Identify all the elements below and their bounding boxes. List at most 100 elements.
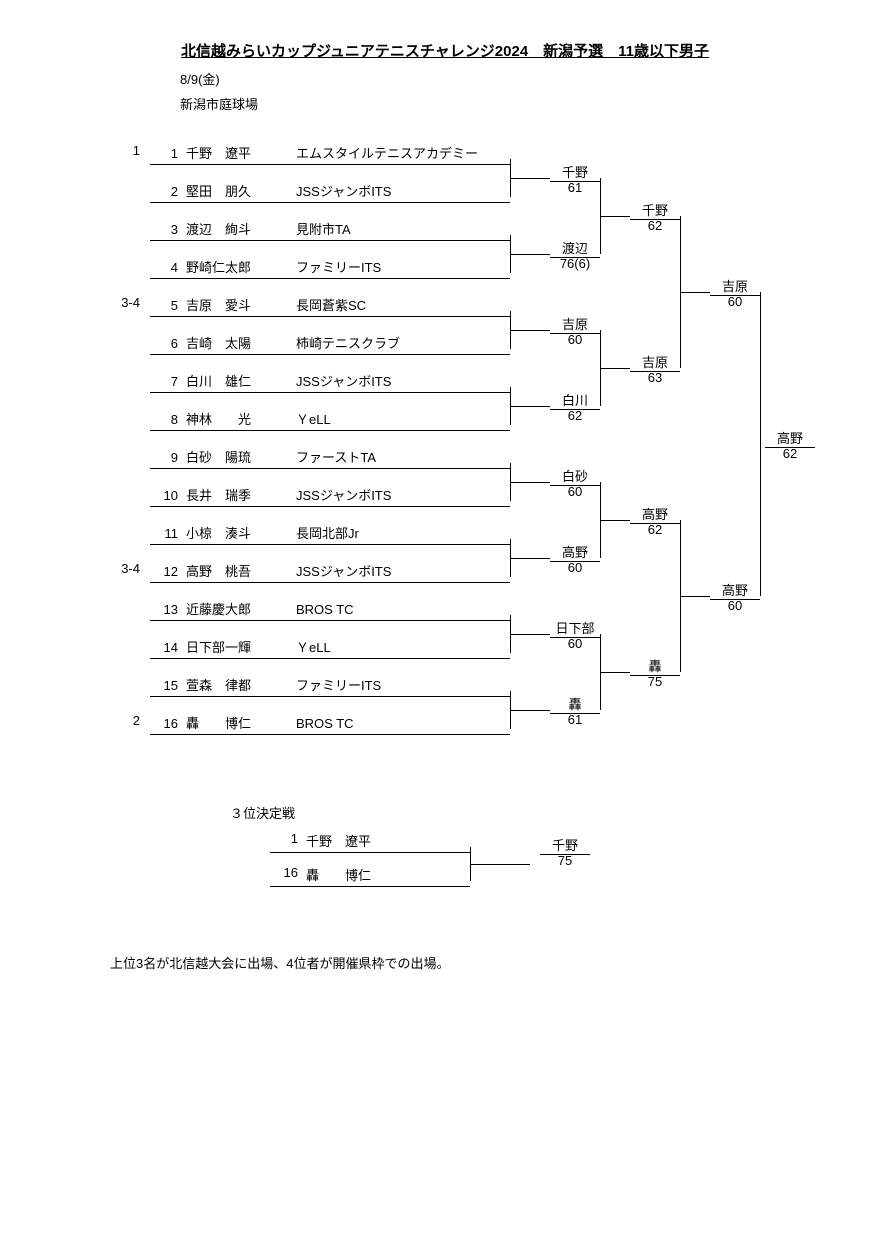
seed-label: 3-4 [100,561,140,576]
player-club: ファミリーITS [296,675,510,694]
player-club: ファーストTA [296,447,510,466]
player-club: 柿崎テニスクラブ [296,333,510,352]
player-number: 15 [150,678,178,693]
player-number: 16 [270,865,298,884]
third-place-title: ３位決定戦 [230,803,860,822]
table-row: 14 日下部一輝ＹeLL [150,637,510,659]
table-row: 10長井 瑞季JSSジャンボITS [150,485,510,507]
match-score: 63 [630,370,680,385]
match-score: 60 [710,294,760,309]
table-row: 1 千野 遼平 [270,831,470,853]
match-winner: 白砂 [550,466,600,486]
match-winner: 千野 [550,162,600,182]
table-row: 5 吉原 愛斗長岡蒼紫SC [150,295,510,317]
table-row: 3 渡辺 絢斗見附市TA [150,219,510,241]
match-score: 61 [550,180,600,195]
match-winner: 吉原 [710,276,760,296]
page-title: 北信越みらいカップジュニアテニスチャレンジ2024 新潟予選 11歳以下男子 [30,40,860,61]
match-score: 60 [550,636,600,651]
match-winner: 白川 [550,390,600,410]
player-name: 神林 光 [186,409,296,428]
table-row: 4野崎仁太郎ファミリーITS [150,257,510,279]
table-row: 15 萱森 律都ファミリーITS [150,675,510,697]
match-score: 60 [550,560,600,575]
player-number: 3 [150,222,178,237]
player-name: 小椋 湊斗 [186,523,296,542]
player-name: 千野 遼平 [306,831,416,850]
match-winner: 吉原 [630,352,680,372]
bracket: 11千野 遼平エムスタイルテニスアカデミー2堅田 朋久JSSジャンボITS3渡辺… [30,133,860,773]
player-number: 13 [150,602,178,617]
player-club: JSSジャンボITS [296,485,510,504]
player-club: BROS TC [296,716,510,731]
player-number: 6 [150,336,178,351]
match-score: 60 [550,332,600,347]
player-number: 10 [150,488,178,503]
player-name: 白砂 陽琉 [186,447,296,466]
player-number: 1 [150,146,178,161]
player-name: 吉原 愛斗 [186,295,296,314]
player-club: BROS TC [296,602,510,617]
match-winner: 高野 [630,504,680,524]
table-row: 8 神林 光ＹeLL [150,409,510,431]
player-number: 5 [150,298,178,313]
match-score: 62 [550,408,600,423]
player-name: 近藤慶大郎 [186,599,296,618]
player-name: 萱森 律都 [186,675,296,694]
match-winner: 吉原 [550,314,600,334]
table-row: 7白川 雄仁JSSジャンボITS [150,371,510,393]
third-place-bracket: ３位決定戦 1 千野 遼平 16 轟 博仁 千野 75 [230,803,860,923]
player-name: 轟 博仁 [186,713,296,732]
player-club: 長岡蒼紫SC [296,295,510,314]
player-club: JSSジャンボITS [296,181,510,200]
seed-label: 1 [100,143,140,158]
player-name: 堅田 朋久 [186,181,296,200]
player-name: 白川 雄仁 [186,371,296,390]
table-row: 9白砂 陽琉ファーストTA [150,447,510,469]
player-number: 16 [150,716,178,731]
seed-label: 2 [100,713,140,728]
match-score: 60 [550,484,600,499]
player-club: 見附市TA [296,219,510,238]
table-row: 11小椋 湊斗長岡北部Jr [150,523,510,545]
player-number: 7 [150,374,178,389]
table-row: 13 近藤慶大郎BROS TC [150,599,510,621]
match-score: 61 [550,712,600,727]
player-name: 日下部一輝 [186,637,296,656]
match-score: 60 [710,598,760,613]
match-winner: 轟 [550,694,600,714]
table-row: 16 轟 博仁 [270,865,470,887]
player-number: 14 [150,640,178,655]
player-number: 12 [150,564,178,579]
player-number: 8 [150,412,178,427]
seed-label: 3-4 [100,295,140,310]
player-club: JSSジャンボITS [296,561,510,580]
match-winner: 千野 [540,835,590,855]
match-winner: 千野 [630,200,680,220]
match-score: 62 [765,446,815,461]
player-name: 千野 遼平 [186,143,296,162]
match-score: 62 [630,522,680,537]
player-club: ＹeLL [296,637,510,656]
player-name: 野崎仁太郎 [186,257,296,276]
player-number: 1 [270,831,298,850]
match-winner: 高野 [550,542,600,562]
player-number: 11 [150,526,178,541]
event-date: 8/9(金) [180,69,860,88]
match-winner: 高野 [710,580,760,600]
match-winner: 日下部 [550,618,600,638]
player-name: 高野 桃吾 [186,561,296,580]
match-score: 75 [630,674,680,689]
player-club: ファミリーITS [296,257,510,276]
player-club: エムスタイルテニスアカデミー [296,143,510,162]
player-name: 吉崎 太陽 [186,333,296,352]
match-score: 75 [540,853,590,868]
footer-note: 上位3名が北信越大会に出場、4位者が開催県枠での出場。 [110,953,860,972]
player-club: ＹeLL [296,409,510,428]
player-name: 轟 博仁 [306,865,416,884]
table-row: 16 轟 博仁BROS TC [150,713,510,735]
table-row: 6 吉崎 太陽柿崎テニスクラブ [150,333,510,355]
player-name: 渡辺 絢斗 [186,219,296,238]
player-number: 2 [150,184,178,199]
table-row: 12 高野 桃吾JSSジャンボITS [150,561,510,583]
